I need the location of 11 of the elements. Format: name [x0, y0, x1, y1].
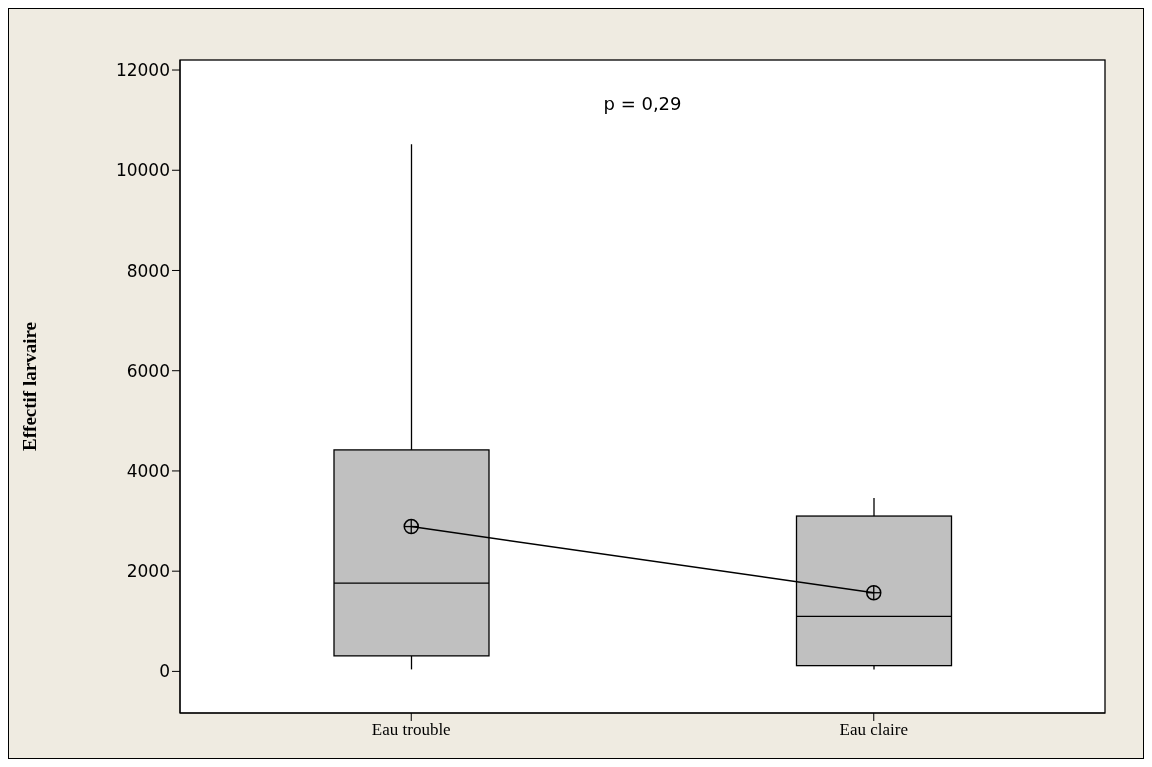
y-tick-label: 0: [159, 661, 170, 682]
y-tick-label: 8000: [126, 260, 170, 281]
y-tick-label: 2000: [126, 561, 170, 582]
x-tick-label: Eau trouble: [371, 720, 451, 740]
y-tick-label: 12000: [115, 60, 170, 81]
annotation: p = 0,29: [603, 93, 682, 114]
x-tick-label: Eau claire: [839, 720, 908, 740]
y-axis-title: Effectif larvaire: [18, 322, 40, 451]
y-tick-label: 6000: [126, 360, 170, 381]
y-tick-label: 4000: [126, 460, 170, 481]
y-tick-label: 10000: [115, 160, 170, 181]
